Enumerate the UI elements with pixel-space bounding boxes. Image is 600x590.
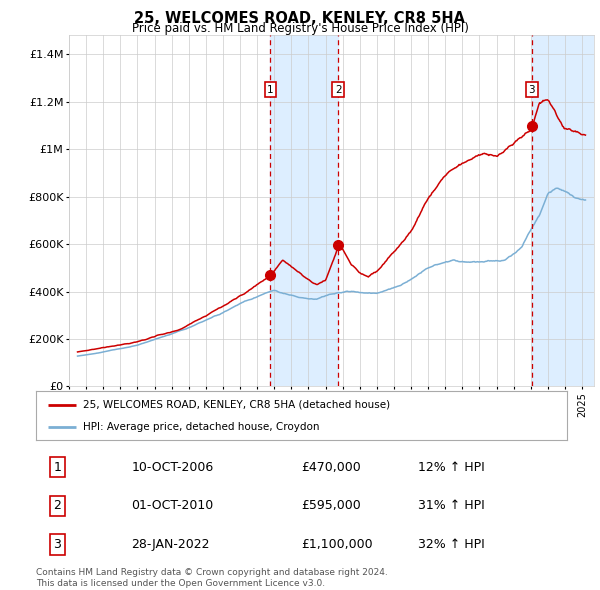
Text: £1,100,000: £1,100,000: [302, 538, 373, 551]
Text: 32% ↑ HPI: 32% ↑ HPI: [418, 538, 485, 551]
Text: HPI: Average price, detached house, Croydon: HPI: Average price, detached house, Croy…: [83, 422, 319, 432]
Text: 2: 2: [53, 499, 61, 513]
Text: 10-OCT-2006: 10-OCT-2006: [131, 461, 214, 474]
Bar: [532, 35, 594, 386]
Text: 1: 1: [267, 85, 274, 95]
Text: 2: 2: [335, 85, 341, 95]
Text: £470,000: £470,000: [302, 461, 361, 474]
Text: 12% ↑ HPI: 12% ↑ HPI: [418, 461, 485, 474]
Text: 28-JAN-2022: 28-JAN-2022: [131, 538, 210, 551]
Text: 1: 1: [53, 461, 61, 474]
Text: 25, WELCOMES ROAD, KENLEY, CR8 5HA: 25, WELCOMES ROAD, KENLEY, CR8 5HA: [134, 11, 466, 25]
Text: £595,000: £595,000: [302, 499, 361, 513]
Bar: [271, 35, 338, 386]
Text: 3: 3: [53, 538, 61, 551]
Text: 25, WELCOMES ROAD, KENLEY, CR8 5HA (detached house): 25, WELCOMES ROAD, KENLEY, CR8 5HA (deta…: [83, 399, 390, 409]
Text: 01-OCT-2010: 01-OCT-2010: [131, 499, 214, 513]
Text: 3: 3: [529, 85, 535, 95]
Text: Contains HM Land Registry data © Crown copyright and database right 2024.
This d: Contains HM Land Registry data © Crown c…: [36, 568, 388, 588]
Text: 31% ↑ HPI: 31% ↑ HPI: [418, 499, 485, 513]
Text: Price paid vs. HM Land Registry's House Price Index (HPI): Price paid vs. HM Land Registry's House …: [131, 22, 469, 35]
